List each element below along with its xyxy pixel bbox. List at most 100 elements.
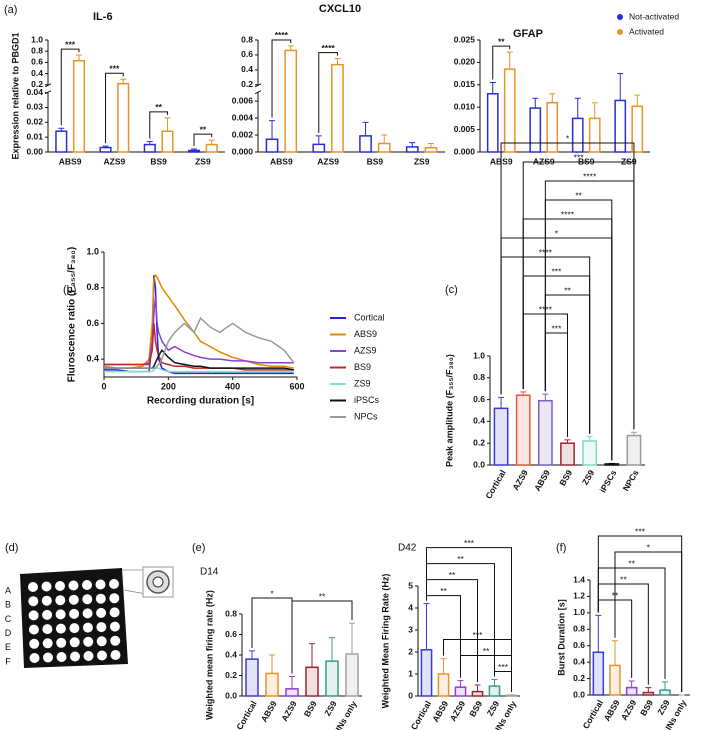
significance-label: *** bbox=[551, 323, 562, 333]
error-bar bbox=[269, 654, 275, 674]
panel-title: GFAP bbox=[513, 28, 543, 40]
error-bar bbox=[362, 121, 369, 136]
bar bbox=[420, 649, 433, 697]
error-bar bbox=[289, 676, 295, 689]
y-tick-label: 0.6 bbox=[473, 394, 485, 404]
error-bar bbox=[457, 680, 464, 688]
y-tick-label: 0.006 bbox=[232, 95, 254, 105]
error-bar bbox=[617, 73, 624, 101]
x-tick-label: ZS9 bbox=[414, 156, 430, 166]
y-tick-label: 2 bbox=[408, 646, 413, 656]
plate-row-label: F bbox=[5, 656, 11, 666]
bar bbox=[582, 440, 598, 466]
error-bar bbox=[315, 135, 322, 145]
x-tick-label: 600 bbox=[289, 381, 304, 391]
bar bbox=[625, 686, 638, 696]
error-bar bbox=[208, 139, 215, 145]
well bbox=[42, 624, 53, 635]
bar bbox=[659, 689, 671, 696]
significance-label: ** bbox=[155, 102, 162, 112]
y-tick-label: 0.0 bbox=[573, 689, 585, 699]
y-tick-label: 0.000 bbox=[232, 146, 254, 156]
error-bar bbox=[506, 51, 513, 70]
y-tick-label: 0.8 bbox=[225, 608, 237, 618]
y-axis-label: Expression relative to PBGD1 bbox=[10, 32, 20, 159]
significance-label: ** bbox=[457, 554, 464, 564]
significance-label: ** bbox=[628, 558, 635, 568]
y-tick-label: 0.0 bbox=[225, 690, 237, 700]
y-tick-label: 4 bbox=[408, 602, 413, 612]
well bbox=[82, 608, 93, 619]
y-tick-label: 0.8 bbox=[473, 372, 485, 382]
error-bar bbox=[491, 679, 498, 687]
error-bar bbox=[440, 658, 447, 674]
y-tick-label: 0.2 bbox=[31, 79, 43, 89]
y-tick-label: 0.03 bbox=[26, 102, 43, 112]
error-bar bbox=[58, 127, 65, 132]
y-tick-label: 0.8 bbox=[573, 624, 585, 634]
significance-label: *** bbox=[551, 266, 562, 276]
bar bbox=[592, 651, 605, 696]
error-bar bbox=[75, 54, 82, 61]
well bbox=[29, 653, 40, 663]
bar bbox=[537, 399, 553, 466]
error-bar bbox=[628, 680, 635, 688]
plate-row-label: A bbox=[5, 585, 11, 595]
well bbox=[68, 580, 79, 591]
bar bbox=[285, 688, 299, 697]
significance-label: **** bbox=[561, 209, 575, 219]
well bbox=[70, 651, 80, 662]
y-tick-label: 0.8 bbox=[31, 45, 43, 55]
y-axis-label: Peak amplitude (F₃₅₅/F₃₈₀) bbox=[444, 354, 454, 467]
y-tick-label: 0.6 bbox=[241, 49, 253, 59]
line-series bbox=[104, 323, 294, 371]
significance-label: *** bbox=[464, 538, 475, 548]
y-tick-label: 0.2 bbox=[225, 670, 237, 680]
error-bar bbox=[591, 102, 598, 119]
significance-label: ** bbox=[200, 124, 207, 134]
significance-label: *** bbox=[65, 39, 76, 49]
significance-label: ** bbox=[440, 586, 447, 596]
error-bar bbox=[269, 120, 276, 140]
well bbox=[97, 650, 107, 661]
error-bar bbox=[489, 82, 496, 94]
significance-bracket bbox=[271, 39, 292, 118]
significance-label: * bbox=[555, 228, 559, 238]
well bbox=[82, 594, 93, 605]
error-bar bbox=[146, 141, 153, 145]
y-tick-label: 0.6 bbox=[31, 57, 43, 67]
x-tick-label: AZS9 bbox=[104, 156, 126, 166]
legend-label: ABS9 bbox=[354, 329, 377, 339]
legend-label: Activated bbox=[629, 26, 664, 36]
error-bar bbox=[309, 643, 315, 668]
error-bar bbox=[634, 94, 641, 107]
y-tick-label: 0.00 bbox=[26, 146, 43, 156]
legend-label: AZS9 bbox=[354, 345, 377, 355]
error-bar bbox=[586, 436, 593, 442]
error-bar bbox=[409, 142, 416, 147]
y-tick-label: 0.4 bbox=[86, 354, 99, 364]
error-bar bbox=[574, 97, 581, 119]
error-bar bbox=[474, 684, 481, 692]
bar bbox=[471, 690, 484, 697]
well bbox=[55, 595, 66, 606]
error-bar bbox=[427, 143, 434, 148]
y-tick-label: 1.0 bbox=[573, 607, 585, 617]
x-tick-label: ABS9 bbox=[270, 156, 293, 166]
y-tick-label: 0.2 bbox=[573, 673, 585, 683]
panel-label: (b) bbox=[63, 284, 76, 296]
well bbox=[69, 637, 80, 648]
error-bar bbox=[381, 134, 388, 144]
y-tick-label: 0.01 bbox=[26, 131, 43, 141]
y-tick-label: 0.8 bbox=[241, 34, 253, 44]
significance-bracket bbox=[149, 111, 168, 139]
significance-label: *** bbox=[109, 63, 120, 73]
plate-row-label: D bbox=[5, 628, 12, 638]
bar bbox=[505, 694, 518, 697]
significance-bracket bbox=[318, 52, 338, 133]
significance-bracket bbox=[597, 535, 683, 692]
error-bar bbox=[630, 431, 637, 436]
error-bar bbox=[662, 681, 668, 691]
error-bar bbox=[542, 393, 549, 401]
x-tick-label: BS9 bbox=[367, 156, 384, 166]
